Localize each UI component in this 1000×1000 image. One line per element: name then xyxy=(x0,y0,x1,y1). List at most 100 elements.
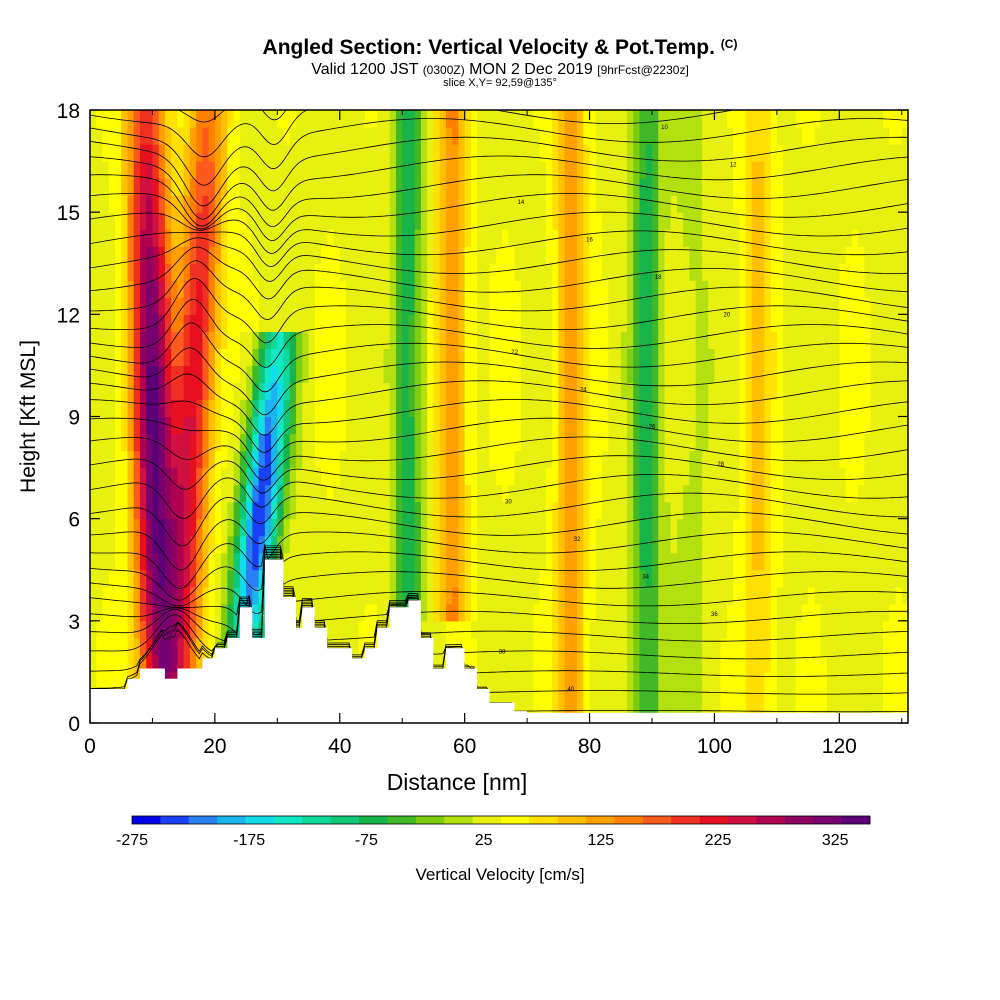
velocity-cell xyxy=(202,195,210,213)
velocity-cell xyxy=(845,654,853,673)
velocity-cell xyxy=(321,246,328,264)
velocity-cell xyxy=(239,399,247,418)
velocity-cell xyxy=(808,348,815,367)
velocity-cell xyxy=(676,399,684,418)
velocity-cell xyxy=(164,518,172,537)
velocity-cell xyxy=(583,144,591,162)
velocity-cell xyxy=(795,212,803,230)
velocity-cell xyxy=(239,229,247,247)
velocity-cell xyxy=(402,535,410,554)
velocity-cell xyxy=(96,518,104,537)
velocity-cell xyxy=(570,195,578,213)
velocity-cell xyxy=(302,450,310,469)
velocity-cell xyxy=(602,280,609,298)
velocity-cell xyxy=(171,484,179,503)
velocity-cell xyxy=(214,178,222,196)
velocity-cell xyxy=(439,569,447,588)
velocity-cell xyxy=(602,212,609,230)
velocity-cell xyxy=(183,246,191,264)
velocity-cell xyxy=(358,348,366,367)
velocity-cell xyxy=(146,314,154,332)
velocity-cell xyxy=(414,195,422,213)
velocity-cell xyxy=(845,280,853,298)
velocity-cell xyxy=(883,161,890,179)
velocity-cell xyxy=(564,484,572,503)
velocity-cell xyxy=(639,467,647,486)
velocity-cell xyxy=(851,450,859,469)
velocity-cell xyxy=(296,246,303,264)
velocity-cell xyxy=(701,127,709,145)
velocity-cell xyxy=(470,569,478,588)
velocity-cell xyxy=(383,552,391,571)
velocity-cell xyxy=(820,467,828,486)
velocity-cell xyxy=(864,263,872,281)
velocity-cell xyxy=(633,399,641,418)
velocity-cell xyxy=(189,348,197,367)
velocity-cell xyxy=(477,246,484,264)
velocity-cell xyxy=(464,501,472,520)
velocity-cell xyxy=(758,399,765,418)
velocity-cell xyxy=(651,127,659,145)
velocity-cell xyxy=(96,501,104,520)
velocity-cell xyxy=(695,535,703,554)
velocity-cell xyxy=(408,518,416,537)
velocity-cell xyxy=(839,161,847,179)
velocity-cell xyxy=(346,569,353,588)
velocity-cell xyxy=(271,518,278,537)
velocity-cell xyxy=(627,127,634,145)
velocity-cell xyxy=(246,297,253,315)
velocity-cell xyxy=(302,195,310,213)
velocity-cell xyxy=(733,127,740,145)
velocity-cell xyxy=(889,416,897,435)
velocity-cell xyxy=(883,297,890,315)
velocity-cell xyxy=(414,450,422,469)
velocity-cell xyxy=(683,280,691,298)
velocity-cell xyxy=(726,246,734,264)
velocity-cell xyxy=(470,603,478,622)
velocity-cell xyxy=(845,552,853,571)
velocity-cell xyxy=(520,654,528,673)
velocity-cell xyxy=(589,654,597,673)
velocity-cell xyxy=(545,552,553,571)
velocity-cell xyxy=(183,195,191,213)
velocity-cell xyxy=(377,144,385,162)
velocity-cell xyxy=(152,569,160,588)
velocity-cell xyxy=(883,229,890,247)
velocity-cell xyxy=(564,297,572,315)
velocity-cell xyxy=(196,501,203,520)
velocity-cell xyxy=(171,637,179,656)
velocity-cell xyxy=(714,212,722,230)
velocity-cell xyxy=(695,603,703,622)
velocity-cell xyxy=(358,161,366,179)
velocity-cell xyxy=(127,280,135,298)
velocity-cell xyxy=(208,603,216,622)
velocity-cell xyxy=(389,161,397,179)
velocity-cell xyxy=(202,467,210,486)
velocity-cell xyxy=(570,229,578,247)
velocity-cell xyxy=(171,195,179,213)
velocity-cell xyxy=(820,280,828,298)
velocity-cell xyxy=(726,195,734,213)
velocity-cell xyxy=(402,382,410,401)
velocity-cell xyxy=(520,110,528,128)
velocity-cell xyxy=(695,688,703,707)
velocity-cell xyxy=(483,450,491,469)
velocity-cell xyxy=(508,127,516,145)
velocity-cell xyxy=(876,433,884,452)
velocity-cell xyxy=(445,127,453,145)
velocity-cell xyxy=(901,127,908,145)
velocity-cell xyxy=(171,297,179,315)
velocity-cell xyxy=(370,433,378,452)
velocity-cell xyxy=(577,144,584,162)
velocity-cell xyxy=(327,399,335,418)
velocity-cell xyxy=(114,297,122,315)
velocity-cell xyxy=(90,399,97,418)
velocity-cell xyxy=(283,331,291,349)
velocity-cell xyxy=(795,246,803,264)
velocity-cell xyxy=(901,178,908,196)
velocity-cell xyxy=(845,688,853,707)
velocity-cell xyxy=(764,314,772,332)
velocity-cell xyxy=(333,501,341,520)
velocity-cell xyxy=(389,518,397,537)
